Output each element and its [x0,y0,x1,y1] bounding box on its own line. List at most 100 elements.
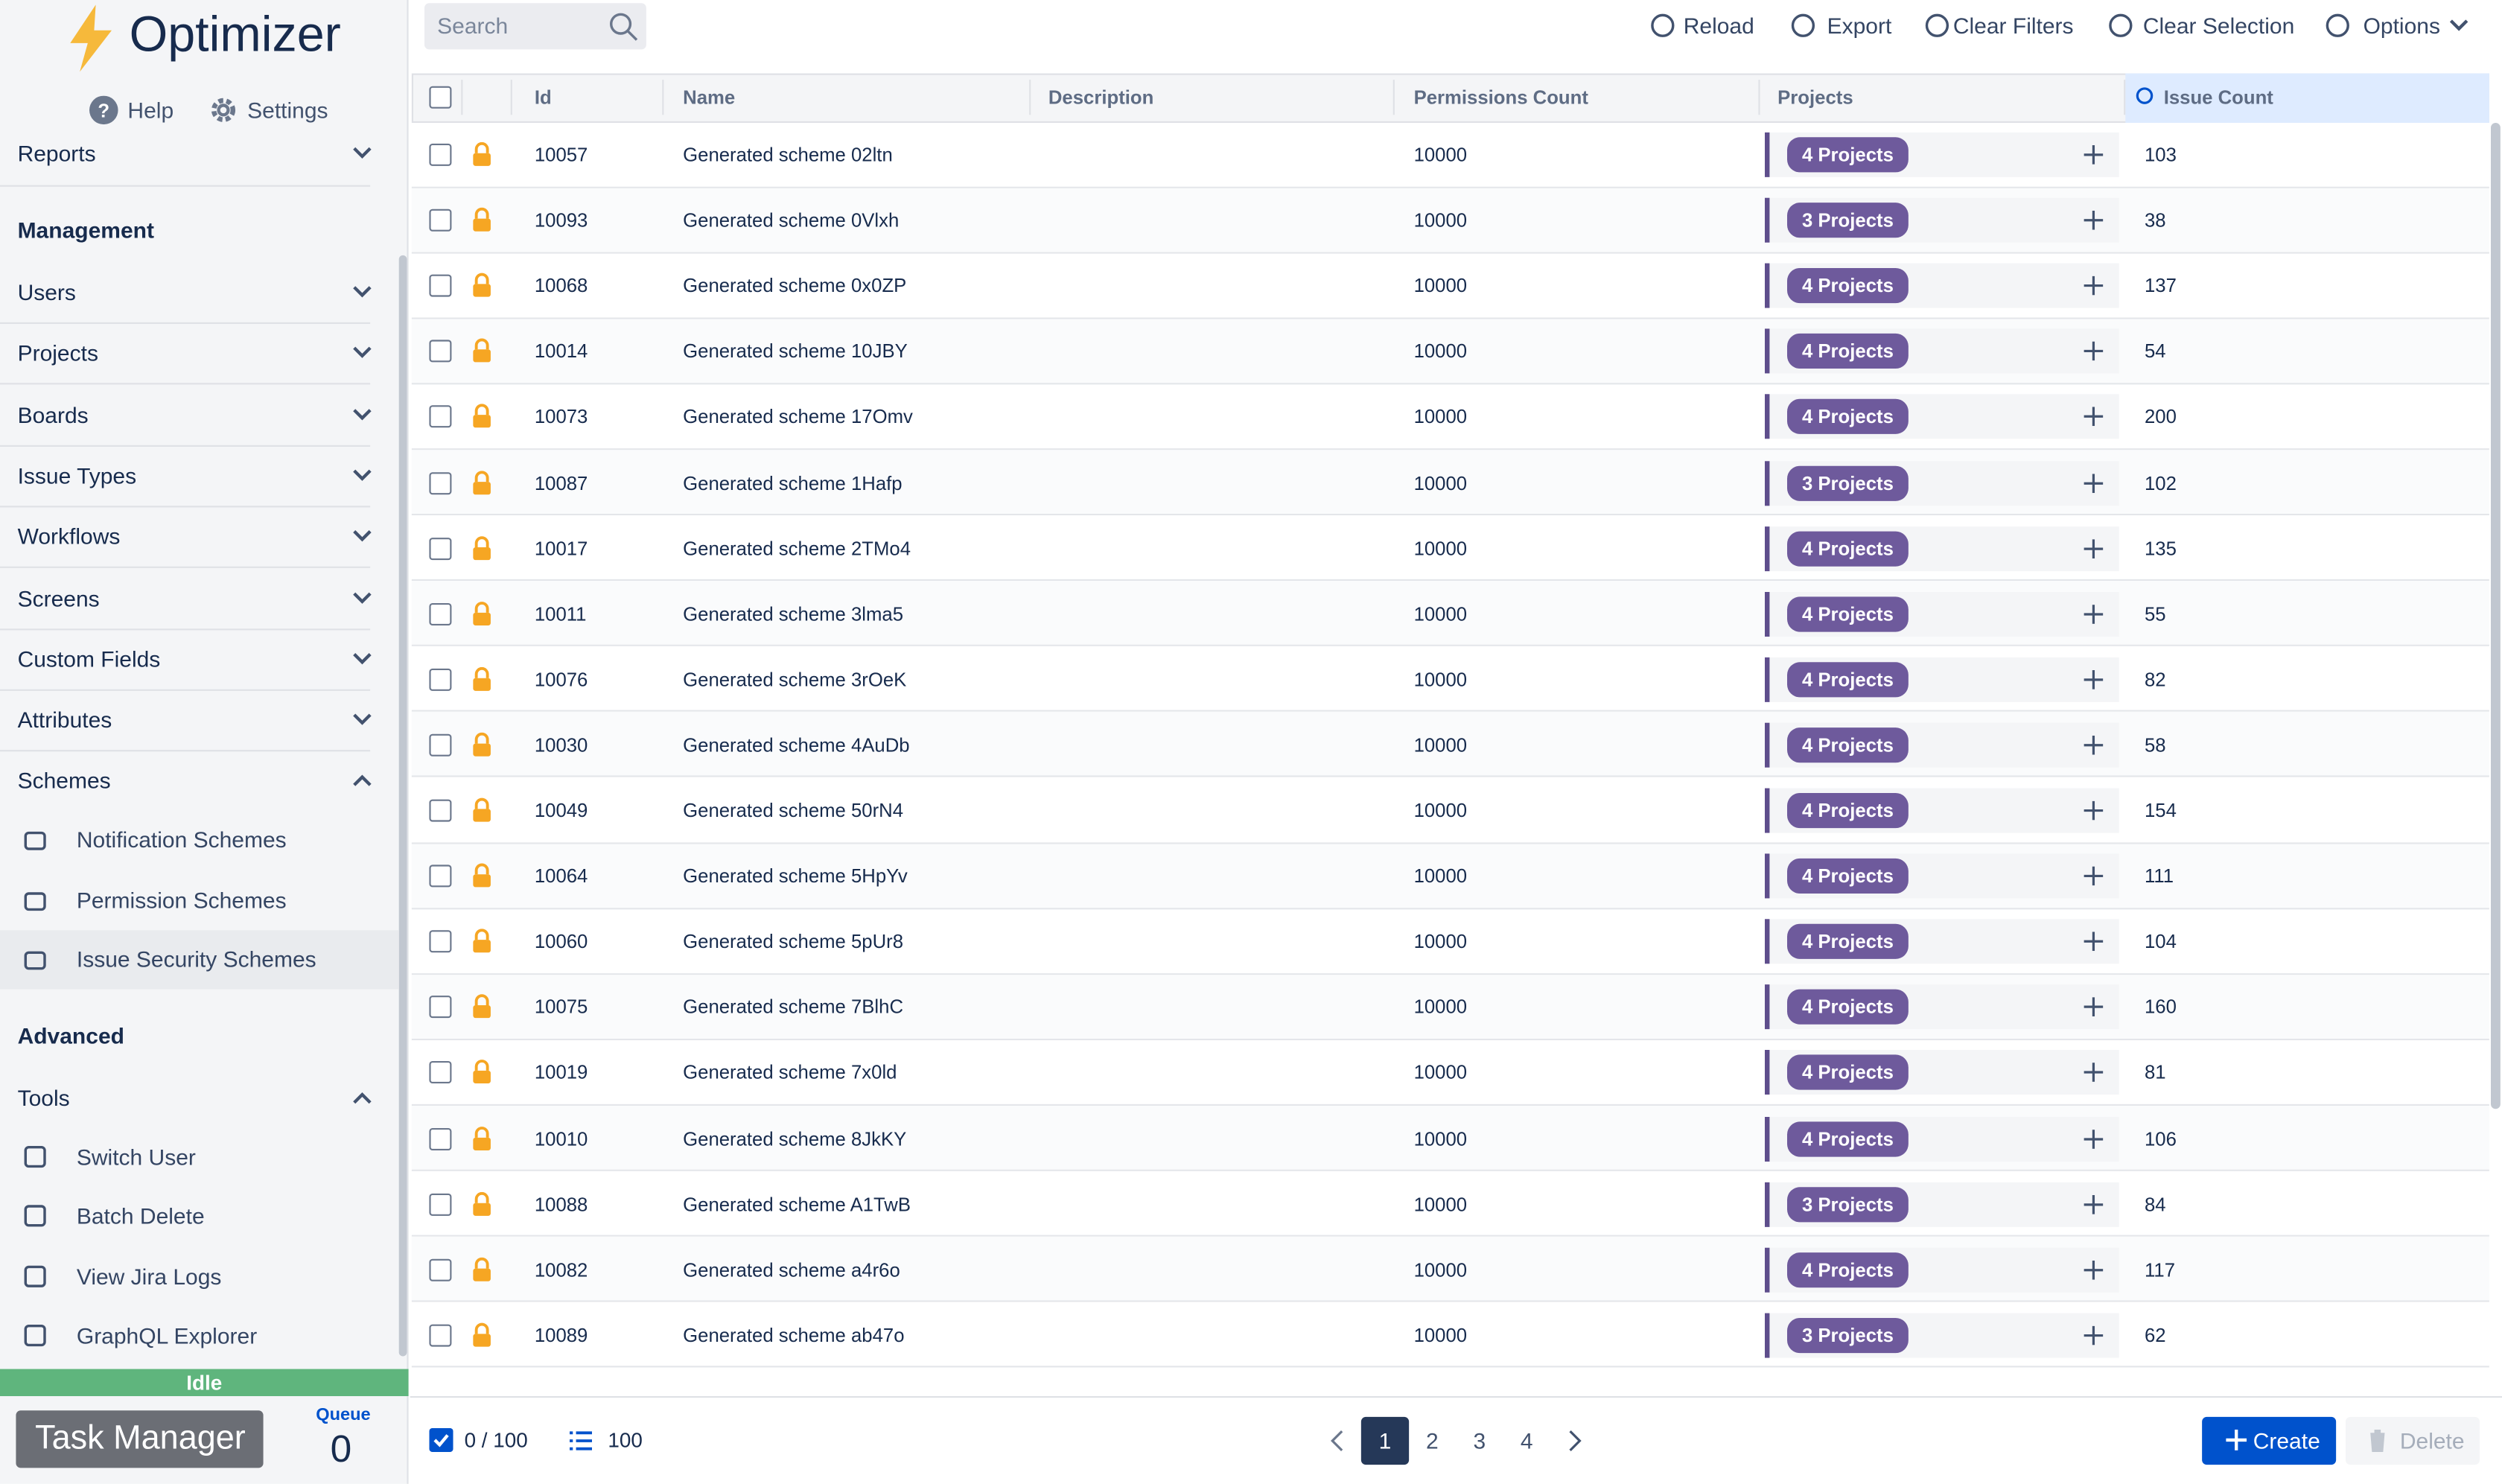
projects-pill[interactable] [1787,399,1909,435]
projects-pill-label[interactable]: 4 Projects [1801,274,1894,297]
nav-item[interactable]: Issue Types [17,462,137,488]
nav-item[interactable]: Tools [17,1085,70,1111]
nav-subitem[interactable]: Batch Delete [76,1203,205,1229]
projects-pill[interactable] [1787,793,1909,829]
projects-pill-label[interactable]: 3 Projects [1801,1324,1894,1347]
header-checkbox[interactable] [429,86,452,109]
projects-pill-label[interactable]: 4 Projects [1801,602,1894,625]
projects-pill-label[interactable]: 4 Projects [1801,1061,1894,1084]
page-number[interactable]: 3 [1473,1427,1486,1454]
projects-pill[interactable] [1787,1186,1909,1222]
page-active[interactable] [1360,1416,1410,1465]
column-header[interactable]: Permissions Count [1413,86,1588,109]
projects-pill-label[interactable]: 4 Projects [1801,537,1894,560]
projects-pill-label[interactable]: 3 Projects [1801,1192,1894,1215]
nav-item[interactable]: Boards [17,401,89,427]
nav-subitem[interactable]: Permission Schemes [76,886,287,912]
projects-pill-label[interactable]: 4 Projects [1801,930,1894,953]
projects-pill[interactable] [1787,334,1909,369]
projects-pill[interactable] [1787,1317,1909,1353]
projects-pill[interactable] [1787,924,1909,960]
toolbar-button[interactable]: Reload [1683,13,1754,39]
settings-link[interactable]: Settings [247,97,328,123]
help-link[interactable]: Help [127,97,174,123]
projects-pill[interactable] [1787,990,1909,1025]
nav-item[interactable]: Schemes [17,767,111,793]
projects-pill[interactable] [1787,1252,1909,1287]
search-box[interactable] [424,3,646,50]
projects-pill-label[interactable]: 3 Projects [1801,471,1894,494]
row-checkbox[interactable] [429,537,452,560]
projects-pill-label[interactable]: 4 Projects [1801,143,1894,166]
nav-item[interactable]: Attributes [17,707,112,733]
column-header[interactable]: Projects [1777,86,1853,109]
row-checkbox[interactable] [429,799,452,822]
nav-item[interactable]: Reports [17,140,96,166]
nav-item[interactable]: Users [17,279,76,305]
toolbar-button[interactable]: Options [2363,13,2440,39]
row-checkbox[interactable] [429,996,452,1019]
page-number[interactable]: 2 [1426,1427,1439,1454]
row-checkbox[interactable] [429,143,452,166]
nav-subitem[interactable]: Notification Schemes [76,827,287,853]
create-button[interactable] [2202,1416,2337,1465]
nav-subitem[interactable]: Issue Security Schemes [76,946,316,972]
row-checkbox[interactable] [429,1258,452,1281]
row-checkbox[interactable] [429,274,452,297]
projects-pill[interactable] [1787,203,1909,238]
row-checkbox[interactable] [429,864,452,888]
projects-pill-label[interactable]: 4 Projects [1801,340,1894,363]
page-size[interactable]: 100 [608,1427,643,1452]
create-label[interactable]: Create [2253,1427,2320,1454]
projects-pill[interactable] [1787,465,1909,500]
projects-pill[interactable] [1787,661,1909,697]
nav-subitem[interactable]: View Jira Logs [76,1263,222,1289]
nav-subitem[interactable]: GraphQL Explorer [76,1322,258,1348]
row-checkbox[interactable] [429,1127,452,1150]
page-number[interactable]: 1 [1378,1427,1392,1454]
toolbar-button[interactable]: Clear Selection [2142,13,2295,39]
row-checkbox[interactable] [429,602,452,625]
projects-pill[interactable] [1787,596,1909,631]
toolbar-button[interactable]: Clear Filters [1952,13,2074,39]
task-manager-button[interactable] [16,1410,264,1468]
row-checkbox[interactable] [429,1324,452,1347]
row-checkbox[interactable] [429,208,452,232]
projects-pill[interactable] [1787,859,1909,894]
toolbar-button[interactable]: Export [1827,13,1892,39]
delete-label[interactable]: Delete [2399,1427,2465,1454]
projects-pill-label[interactable]: 4 Projects [1801,1258,1894,1281]
projects-pill[interactable] [1787,530,1909,566]
nav-item[interactable]: Workflows [17,523,121,550]
projects-pill-label[interactable]: 4 Projects [1801,1127,1894,1150]
projects-pill[interactable] [1787,1121,1909,1156]
row-checkbox[interactable] [429,1192,452,1215]
column-header[interactable]: Issue Count [2163,86,2273,109]
projects-pill[interactable] [1787,1055,1909,1091]
projects-pill[interactable] [1787,137,1909,173]
projects-pill-label[interactable]: 3 Projects [1801,208,1894,232]
nav-item[interactable]: Screens [17,585,100,611]
column-header[interactable]: Name [683,86,736,109]
row-checkbox[interactable] [429,406,452,429]
row-checkbox[interactable] [429,733,452,757]
projects-pill[interactable] [1787,268,1909,304]
column-header[interactable]: Id [534,86,552,109]
nav-item[interactable]: Custom Fields [17,646,161,672]
projects-pill-label[interactable]: 4 Projects [1801,733,1894,757]
projects-pill-label[interactable]: 4 Projects [1801,799,1894,822]
projects-pill-label[interactable]: 4 Projects [1801,864,1894,888]
row-checkbox[interactable] [429,340,452,363]
projects-pill-label[interactable]: 4 Projects [1801,406,1894,429]
row-checkbox[interactable] [429,668,452,691]
page-number[interactable]: 4 [1520,1427,1533,1454]
row-checkbox[interactable] [429,930,452,953]
projects-pill[interactable] [1787,727,1909,763]
column-header[interactable]: Description [1048,86,1154,109]
row-checkbox[interactable] [429,471,452,494]
nav-item[interactable]: Projects [17,340,98,366]
delete-button[interactable] [2346,1416,2480,1465]
nav-subitem[interactable]: Switch User [76,1144,196,1170]
row-checkbox[interactable] [429,1061,452,1084]
projects-pill-label[interactable]: 4 Projects [1801,996,1894,1019]
